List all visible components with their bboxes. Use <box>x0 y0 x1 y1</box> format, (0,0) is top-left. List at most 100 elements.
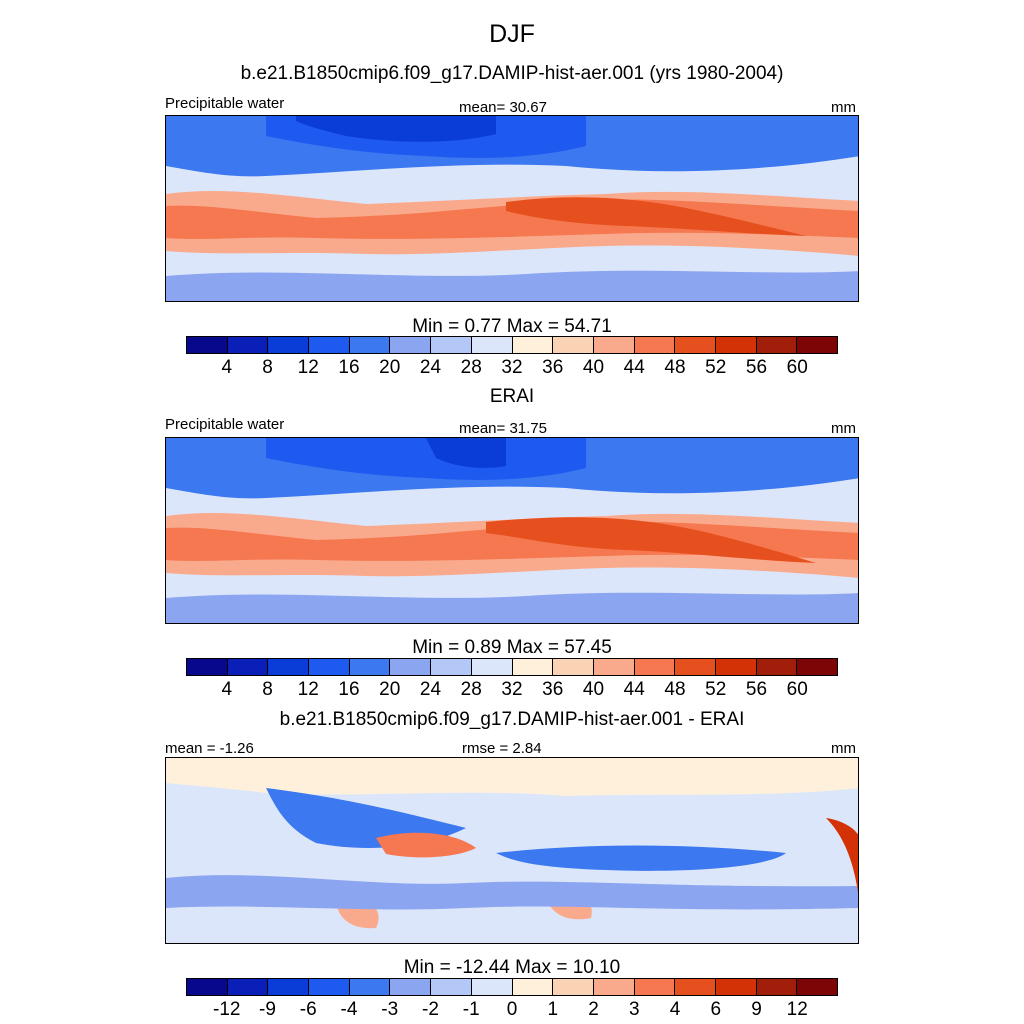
colorbar-swatch <box>675 659 716 675</box>
colorbar-swatch <box>390 659 432 675</box>
colorbar-swatch <box>593 337 635 353</box>
colorbar-tick-label: 16 <box>338 679 360 700</box>
colorbar-tick-label: 8 <box>262 679 273 700</box>
colorbar-swatch <box>512 337 554 353</box>
colorbar-tick-label: 60 <box>786 679 808 700</box>
colorbar-tick-label: -6 <box>299 999 317 1020</box>
colorbar-tick-label: 28 <box>460 679 482 700</box>
colorbar-tick-label: 24 <box>419 357 442 378</box>
colorbar-tick-label: 56 <box>745 679 768 700</box>
panel2-colorbar-ticks: 4 8 12 16 20 24 28 32 36 40 44 48 52 56 60 <box>186 680 838 700</box>
colorbar-swatch <box>715 659 757 675</box>
colorbar-tick-label: 2 <box>588 999 599 1020</box>
colorbar-swatch <box>634 659 676 675</box>
panel1-map <box>165 115 859 302</box>
colorbar-swatch <box>715 979 757 995</box>
season-title: DJF <box>489 20 535 48</box>
diff-title: b.e21.B1850cmip6.f09_g17.DAMIP-hist-aer.… <box>279 709 745 730</box>
colorbar-swatch <box>675 979 716 995</box>
panel1-units-label: mm <box>831 99 856 116</box>
colorbar-swatch <box>268 659 310 675</box>
colorbar-tick-label: 12 <box>786 999 808 1020</box>
colorbar-swatch <box>756 659 798 675</box>
panel2-colorbar <box>186 658 838 676</box>
colorbar-swatch <box>431 659 472 675</box>
panel3-map <box>165 757 859 944</box>
colorbar-swatch <box>471 979 513 995</box>
colorbar-swatch <box>390 337 432 353</box>
panel2-warm-pool <box>486 517 816 563</box>
panel1-colorbar <box>186 336 838 354</box>
panel2-map <box>165 437 859 624</box>
colorbar-swatch <box>593 979 635 995</box>
colorbar-swatch <box>797 337 837 353</box>
colorbar-swatch <box>553 979 594 995</box>
colorbar-swatch <box>634 979 676 995</box>
colorbar-swatch <box>553 659 594 675</box>
colorbar-tick-label: 44 <box>623 357 645 378</box>
colorbar-tick-label: 9 <box>751 999 762 1020</box>
panel2-units-label: mm <box>831 420 856 437</box>
colorbar-tick-label: 48 <box>664 357 686 378</box>
colorbar-tick-label: -1 <box>462 999 480 1020</box>
panel1-minmax: Min = 0.77 Max = 54.71 <box>412 316 612 337</box>
panel1-variable-label: Precipitable water <box>165 95 285 112</box>
colorbar-swatch <box>593 659 635 675</box>
colorbar-swatch <box>756 979 798 995</box>
colorbar-swatch <box>797 979 837 995</box>
panel2-variable-label: Precipitable water <box>165 416 285 433</box>
colorbar-swatch <box>471 337 513 353</box>
colorbar-tick-label: -3 <box>381 999 399 1020</box>
colorbar-tick-label: -12 <box>213 999 241 1020</box>
panel3-rmse-label: rmse = 2.84 <box>462 740 542 757</box>
panel2-south-dry-band <box>166 592 858 623</box>
colorbar-swatch <box>675 337 716 353</box>
colorbar-tick-label: 4 <box>221 679 233 700</box>
colorbar-tick-label: 8 <box>262 357 273 378</box>
panel2-mean-label: mean= 31.75 <box>459 420 547 437</box>
colorbar-swatch <box>187 337 228 353</box>
panel3-south-negative-band <box>166 875 858 910</box>
panel3-north-neutral <box>166 758 858 796</box>
colorbar-tick-label: 12 <box>297 357 319 378</box>
colorbar-swatch <box>187 659 228 675</box>
colorbar-tick-label: 1 <box>547 999 559 1020</box>
colorbar-swatch <box>634 337 676 353</box>
colorbar-swatch <box>756 337 798 353</box>
colorbar-tick-label: 20 <box>379 679 401 700</box>
colorbar-tick-label: 28 <box>460 357 482 378</box>
colorbar-tick-label: 60 <box>786 357 808 378</box>
colorbar-swatch <box>227 979 269 995</box>
colorbar-tick-label: 12 <box>297 679 319 700</box>
colorbar-tick-label: -2 <box>422 999 439 1020</box>
colorbar-swatch <box>309 659 350 675</box>
colorbar-tick-label: 20 <box>379 357 401 378</box>
colorbar-swatch <box>349 979 391 995</box>
panel3-indopacific-negative <box>496 845 786 871</box>
colorbar-tick-label: 52 <box>705 357 727 378</box>
colorbar-swatch <box>797 659 837 675</box>
panel1-field <box>166 116 858 301</box>
colorbar-swatch <box>431 337 472 353</box>
colorbar-swatch <box>715 337 757 353</box>
colorbar-swatch <box>227 659 269 675</box>
colorbar-swatch <box>309 337 350 353</box>
colorbar-tick-label: 4 <box>669 999 681 1020</box>
panel3-mean-label: mean = -1.26 <box>165 740 254 757</box>
colorbar-swatch <box>431 979 472 995</box>
panel3-colorbar <box>186 978 838 996</box>
colorbar-tick-label: -9 <box>259 999 276 1020</box>
colorbar-tick-label: 32 <box>501 357 523 378</box>
colorbar-tick-label: 52 <box>705 679 727 700</box>
panel1-sahara-core <box>296 116 496 142</box>
panel3-colorbar-ticks: -12 -9 -6 -4 -3 -2 -1 0 1 2 3 4 6 9 12 <box>186 1000 838 1020</box>
panel3-units-label: mm <box>831 740 856 757</box>
colorbar-tick-label: 3 <box>628 999 640 1020</box>
panel3-field <box>166 758 858 943</box>
colorbar-swatch <box>471 659 513 675</box>
colorbar-swatch <box>349 337 391 353</box>
panel3-minmax: Min = -12.44 Max = 10.10 <box>403 957 621 978</box>
panel1-mean-label: mean= 30.67 <box>459 99 547 116</box>
colorbar-swatch <box>187 979 228 995</box>
panel2-field <box>166 438 858 623</box>
